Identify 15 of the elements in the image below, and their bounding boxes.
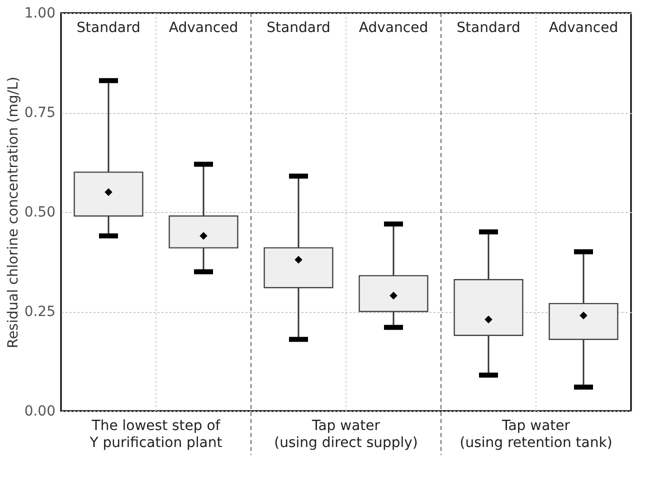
x-tick-label: Advanced <box>548 20 618 36</box>
y-tick-label: 0.00 <box>24 404 56 420</box>
text: The lowest step of Y purification plant <box>88 418 223 451</box>
y-axis-title: Residual chlorine concentration (mg/L) <box>5 76 22 348</box>
y-tick-label: 0.75 <box>24 105 56 121</box>
y-tick-label: 0.50 <box>24 204 56 220</box>
x-tick-label: Standard <box>456 20 520 36</box>
x-tick-label: Standard <box>266 20 330 36</box>
text: Tap water (using retention tank) <box>460 418 612 451</box>
y-tick-label: 1.00 <box>24 6 56 22</box>
x-tick-label: Standard <box>76 20 140 36</box>
x-tick-label: Advanced <box>358 20 428 36</box>
y-tick-label: 0.25 <box>24 304 56 320</box>
x-tick-label: Advanced <box>168 20 238 36</box>
text: Tap water (using direct supply) <box>274 418 418 451</box>
